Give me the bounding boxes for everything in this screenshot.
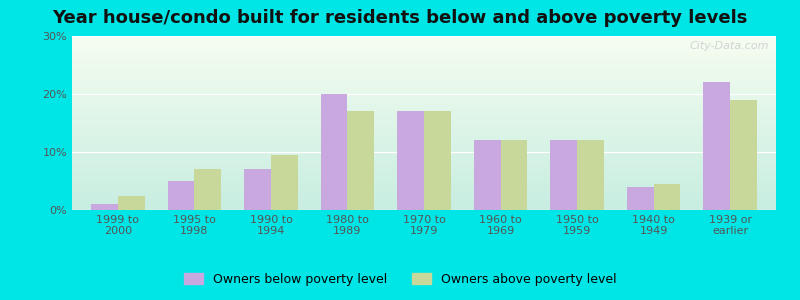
Bar bbox=[271, 155, 298, 210]
Bar bbox=[168, 181, 194, 210]
Bar bbox=[474, 140, 501, 210]
Bar bbox=[730, 100, 757, 210]
Bar bbox=[550, 140, 577, 210]
Text: Year house/condo built for residents below and above poverty levels: Year house/condo built for residents bel… bbox=[52, 9, 748, 27]
Bar bbox=[654, 184, 680, 210]
Bar bbox=[118, 196, 145, 210]
Bar bbox=[501, 140, 527, 210]
Bar bbox=[194, 169, 222, 210]
Bar bbox=[577, 140, 604, 210]
Bar bbox=[424, 111, 450, 210]
Bar bbox=[398, 111, 424, 210]
Bar bbox=[703, 82, 730, 210]
Bar bbox=[244, 169, 271, 210]
Bar bbox=[626, 187, 654, 210]
Bar bbox=[347, 111, 374, 210]
Legend: Owners below poverty level, Owners above poverty level: Owners below poverty level, Owners above… bbox=[179, 268, 621, 291]
Bar bbox=[321, 94, 347, 210]
Text: City-Data.com: City-Data.com bbox=[690, 41, 769, 51]
Bar bbox=[91, 204, 118, 210]
